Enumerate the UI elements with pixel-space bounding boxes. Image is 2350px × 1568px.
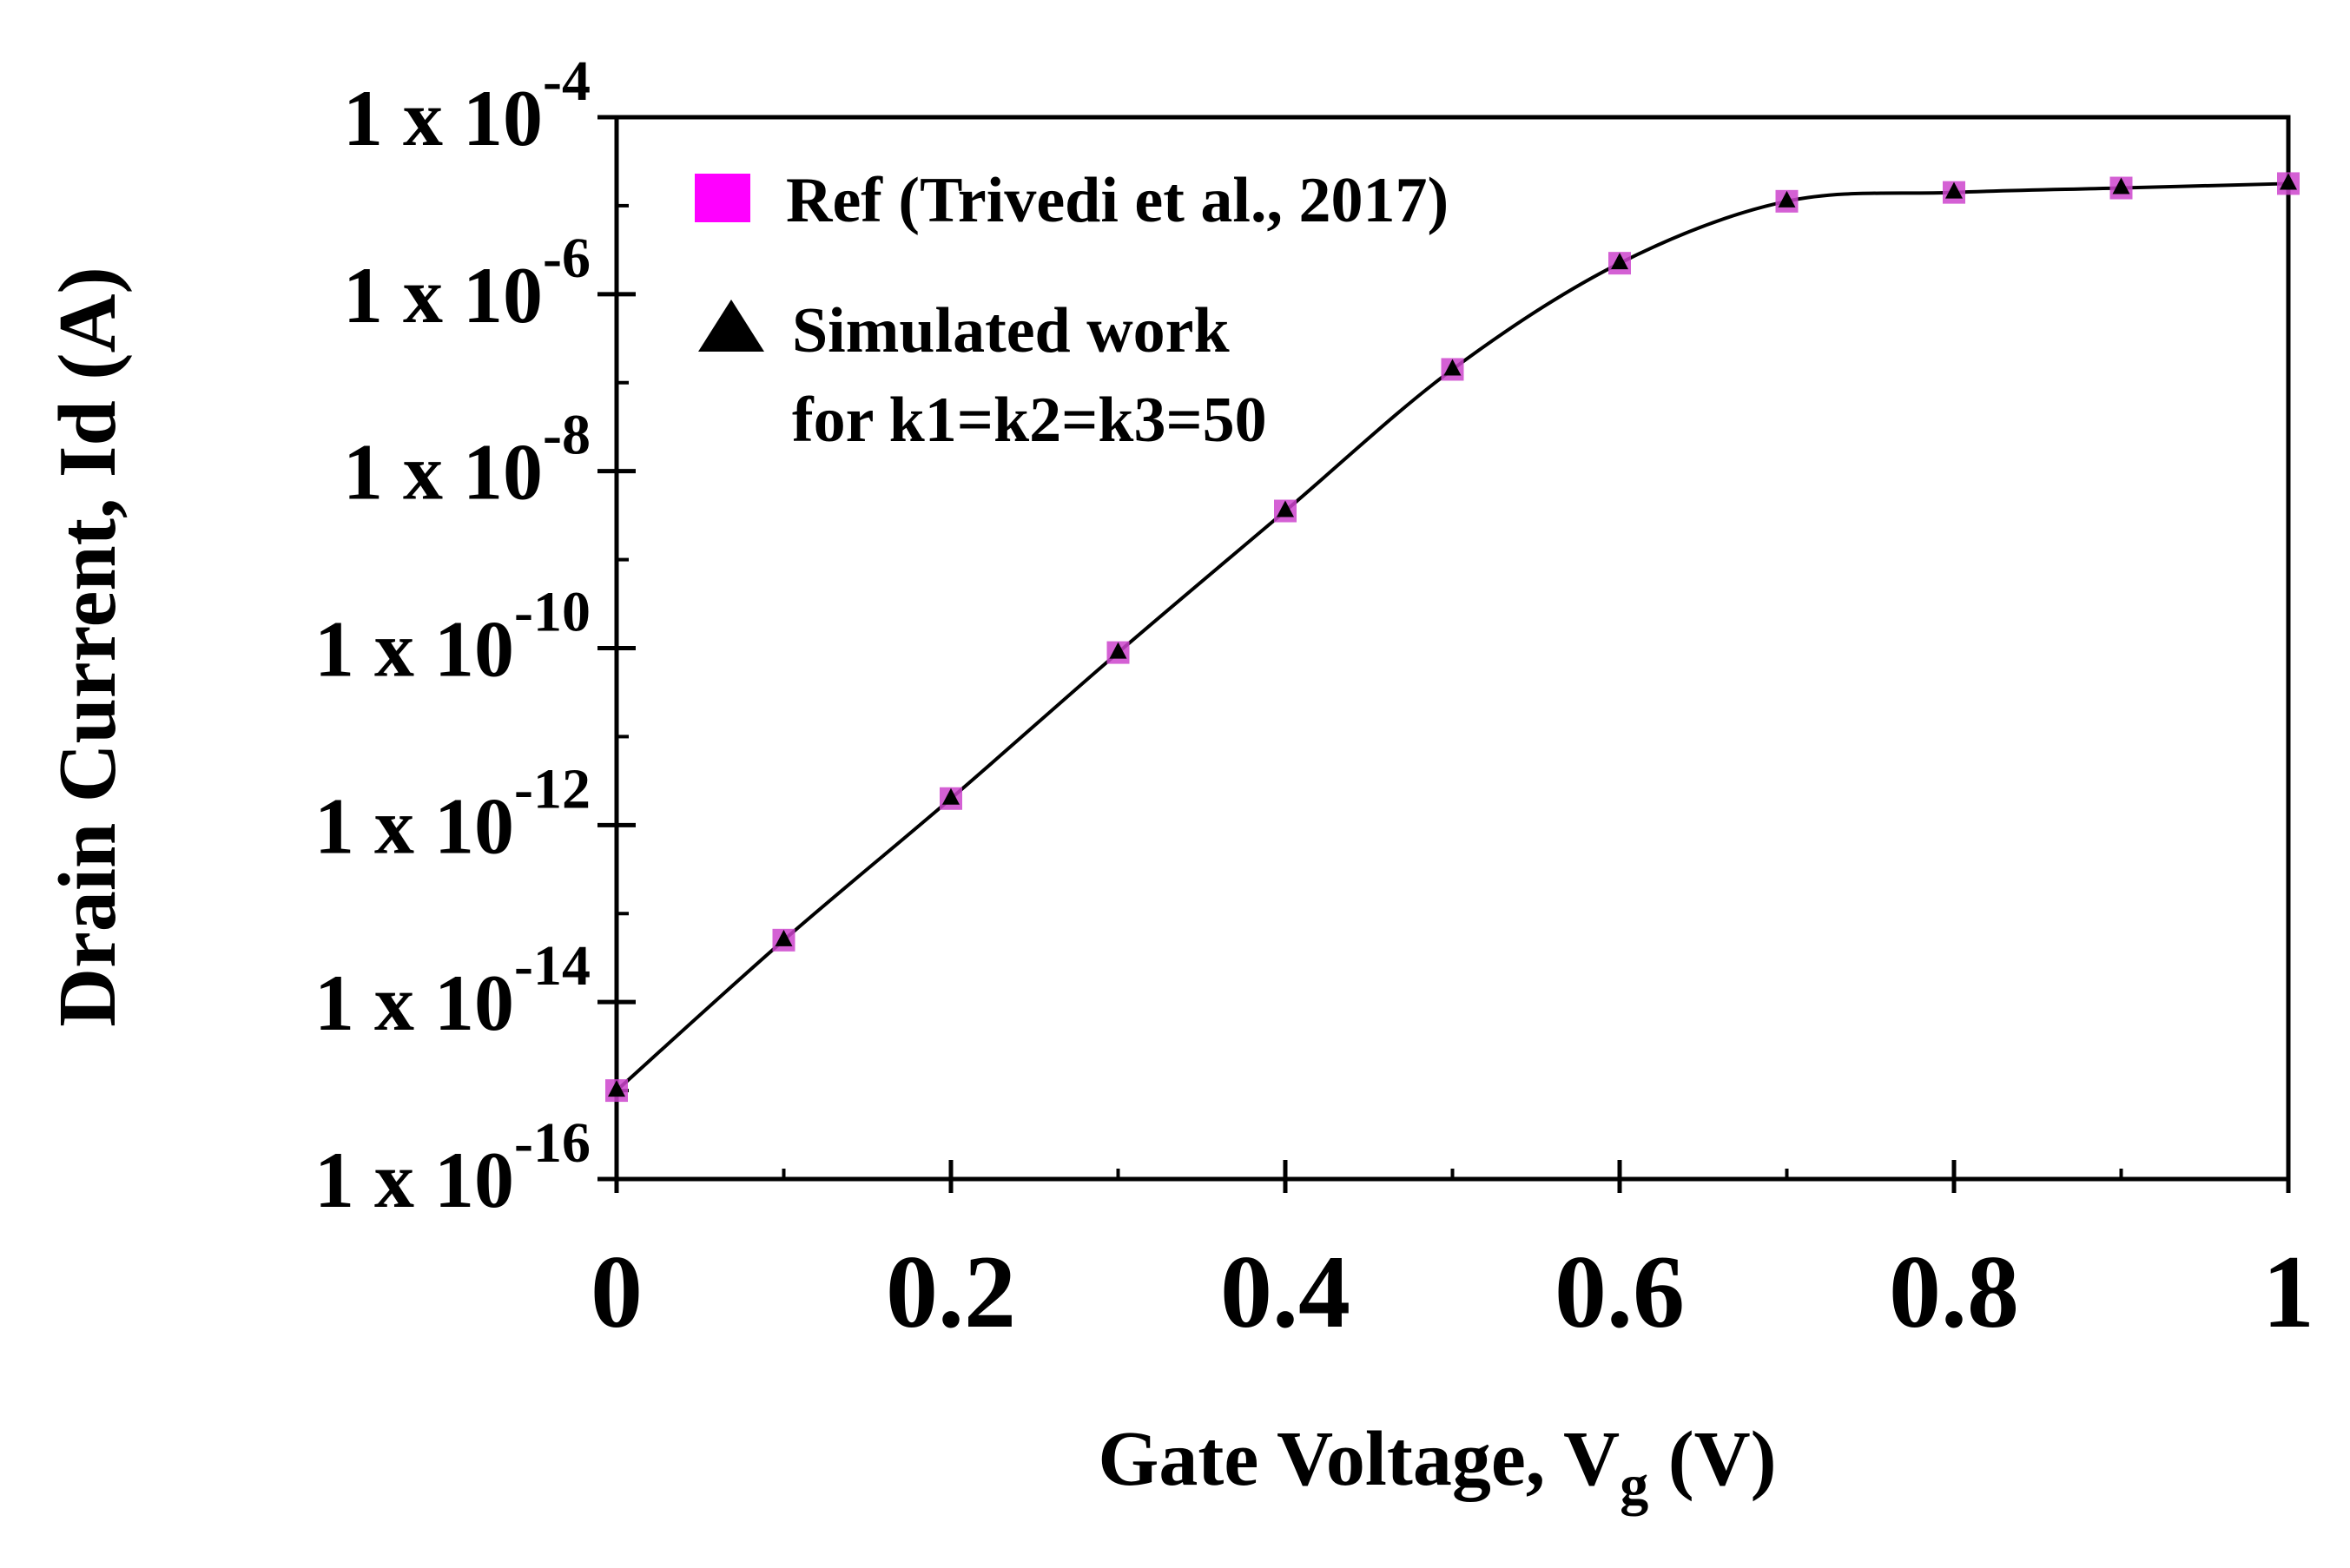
simulated-point xyxy=(1611,253,1628,270)
x-tick-label: 0.6 xyxy=(1555,1234,1685,1349)
simulated-point xyxy=(2112,177,2130,194)
y-tick-label: 1 x 10-10 xyxy=(314,581,591,694)
legend-simulated-label: for k1=k2=k3=50 xyxy=(792,385,1267,456)
x-axis-title: Gate Voltage, Vg (V) xyxy=(1098,1416,1776,1517)
y-axis-title: Drain Current, Id (A) xyxy=(43,267,133,1027)
series-markers xyxy=(605,172,2300,1103)
x-tick-label: 1 xyxy=(2262,1234,2314,1349)
y-tick-label: 1 x 10-16 xyxy=(314,1111,591,1224)
y-tick-label: 1 x 10-12 xyxy=(314,757,591,870)
simulated-point xyxy=(1443,359,1462,376)
simulated-point xyxy=(608,1080,625,1097)
x-axis-ticks: 0 0.2 0.4 0.6 0.8 1 xyxy=(591,1160,2314,1349)
simulated-point xyxy=(2280,173,2297,190)
x-axis-title-main: Gate Voltage, V xyxy=(1098,1416,1620,1502)
x-tick-label: 0.8 xyxy=(1889,1234,2019,1349)
legend-ref-marker xyxy=(695,174,750,222)
legend-ref-label: Ref (Trivedi et al., 2017) xyxy=(786,165,1449,236)
y-tick-label: 1 x 10-14 xyxy=(314,934,591,1047)
y-tick-label: 1 x 10-4 xyxy=(343,49,591,162)
y-axis-ticks: 1 x 10-4 1 x 10-6 1 x 10-8 1 x 10-10 1 x 10-… xyxy=(314,49,636,1224)
simulated-point xyxy=(1277,500,1294,517)
simulated-point xyxy=(775,929,793,946)
legend: Ref (Trivedi et al., 2017) Simulated work… xyxy=(695,165,1449,456)
simulated-point xyxy=(1945,181,1963,199)
x-axis-title-sub: g xyxy=(1620,1453,1648,1517)
x-axis-title-unit-text: (V) xyxy=(1668,1416,1777,1502)
x-tick-label: 0 xyxy=(591,1234,643,1349)
x-tick-label: 0.4 xyxy=(1220,1234,1350,1349)
series-lines xyxy=(615,181,2289,1092)
legend-simulated-marker xyxy=(698,300,764,352)
simulated-point xyxy=(1778,190,1796,208)
simulated-point xyxy=(942,787,960,805)
simulated-curve xyxy=(615,181,2289,1092)
y-tick-label: 1 x 10-6 xyxy=(343,227,591,339)
legend-simulated-label: Simulated work xyxy=(792,295,1231,366)
x-tick-label: 0.2 xyxy=(886,1234,1016,1349)
y-tick-label: 1 x 10-8 xyxy=(343,404,591,517)
x-axis-title-unit xyxy=(1648,1416,1668,1502)
simulated-point xyxy=(1109,642,1127,659)
plot-frame xyxy=(614,115,2291,1182)
